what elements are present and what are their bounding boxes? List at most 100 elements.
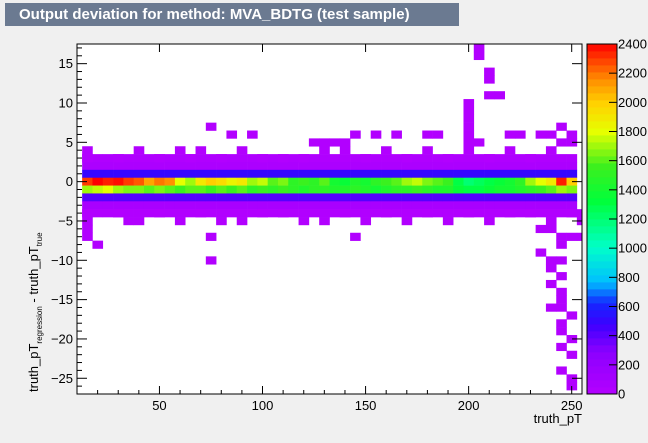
heatmap-cell: [484, 67, 495, 76]
heatmap-cell: [216, 169, 227, 179]
heatmap-cell: [319, 161, 330, 171]
heatmap-cell: [350, 169, 361, 179]
heatmap-cell: [545, 217, 557, 226]
heatmap-cell: [247, 169, 258, 179]
z-tick-label: 2000: [618, 95, 647, 110]
heatmap-cell: [216, 161, 227, 171]
heatmap-cell: [556, 287, 567, 296]
heatmap-cell: [236, 185, 248, 194]
heatmap-cell: [277, 193, 289, 202]
heatmap-cell: [154, 154, 165, 163]
heatmap-cell: [504, 201, 516, 210]
heatmap-cell: [525, 185, 536, 194]
heatmap-cell: [432, 193, 444, 202]
heatmap-cell: [92, 240, 104, 249]
heatmap-cell: [154, 161, 165, 171]
heatmap-cell: [442, 169, 454, 179]
heatmap-cell: [319, 146, 330, 155]
heatmap-cell: [133, 169, 145, 179]
y-axis-label: truth_pTregression - truth_pTtrue: [26, 232, 44, 392]
heatmap-cell: [411, 201, 423, 210]
z-tick-label: 2400: [618, 37, 647, 52]
heatmap-cell: [545, 209, 557, 218]
color-scale-step: [587, 121, 617, 129]
heatmap-cell: [267, 154, 279, 163]
heatmap-cell: [92, 177, 104, 186]
heatmap-cell: [556, 295, 567, 304]
color-scale-step: [587, 93, 617, 101]
heatmap-cell: [319, 217, 330, 226]
heatmap-cell: [257, 169, 268, 179]
heatmap-cell: [576, 232, 582, 241]
heatmap-cell: [92, 169, 104, 179]
heatmap-cell: [102, 177, 114, 186]
heatmap-cell: [339, 138, 351, 147]
heatmap-cell: [92, 185, 104, 194]
heatmap-cell: [473, 201, 485, 210]
heatmap-cell: [82, 154, 93, 163]
heatmap-cell: [515, 209, 526, 218]
heatmap-cell: [401, 217, 413, 226]
heatmap-cell: [236, 146, 248, 155]
heatmap-cell: [205, 177, 217, 186]
heatmap-cell: [216, 154, 227, 163]
heatmap-cell: [525, 169, 536, 179]
heatmap-cell: [545, 224, 557, 234]
heatmap-cell: [525, 209, 536, 218]
heatmap-cell: [432, 169, 444, 179]
heatmap-cell: [164, 154, 176, 163]
color-scale-step: [587, 135, 617, 143]
heatmap-cell: [566, 177, 578, 186]
heatmap-cell: [370, 177, 382, 186]
heatmap-cell: [308, 169, 320, 179]
heatmap-cell: [226, 169, 238, 179]
heatmap-cell: [453, 209, 464, 218]
x-tick-label: 50: [152, 398, 166, 413]
heatmap-cell: [319, 138, 330, 147]
x-tick-label: 200: [458, 398, 480, 413]
heatmap-cell: [504, 177, 516, 186]
heatmap-cell: [494, 201, 506, 210]
heatmap-cell: [205, 161, 217, 171]
heatmap-cell: [484, 201, 495, 210]
color-scale-step: [587, 268, 617, 276]
heatmap-cell: [545, 169, 557, 179]
heatmap-cell: [432, 177, 444, 186]
heatmap-cell: [102, 201, 114, 210]
heatmap-cell: [535, 177, 547, 186]
color-scale: [586, 43, 618, 395]
heatmap-cell: [143, 209, 155, 218]
heatmap-cell: [236, 193, 248, 202]
color-scale-step: [587, 219, 617, 227]
heatmap-cell: [504, 161, 516, 171]
heatmap-cell: [463, 138, 475, 147]
heatmap-cell: [82, 217, 93, 226]
heatmap-cell: [195, 146, 207, 155]
heatmap-cell: [123, 193, 134, 202]
heatmap-cell: [556, 169, 567, 179]
heatmap-cell: [484, 75, 495, 84]
heatmap-cell: [154, 177, 165, 186]
heatmap-cell: [411, 169, 423, 179]
heatmap-cell: [515, 161, 526, 171]
heatmap-cell: [143, 193, 155, 202]
heatmap-cell: [411, 161, 423, 171]
heatmap-cell: [288, 201, 299, 210]
heatmap-cell: [226, 209, 238, 218]
z-tick-label: 600: [618, 299, 640, 314]
heatmap-cell: [360, 185, 372, 194]
heatmap-cell: [329, 169, 341, 179]
heatmap-cell: [82, 161, 93, 171]
heatmap-cell: [247, 130, 258, 139]
heatmap-cell: [174, 146, 186, 155]
heatmap-cell: [442, 154, 454, 163]
heatmap-cell: [422, 177, 433, 186]
color-scale-step: [587, 65, 617, 73]
heatmap-cell: [329, 185, 341, 194]
heatmap-cell: [350, 185, 361, 194]
heatmap-cell: [422, 146, 433, 155]
heatmap-cell: [566, 154, 578, 163]
heatmap-cell: [422, 185, 433, 194]
heatmap-cell: [515, 185, 526, 194]
heatmap-cell: [185, 161, 196, 171]
